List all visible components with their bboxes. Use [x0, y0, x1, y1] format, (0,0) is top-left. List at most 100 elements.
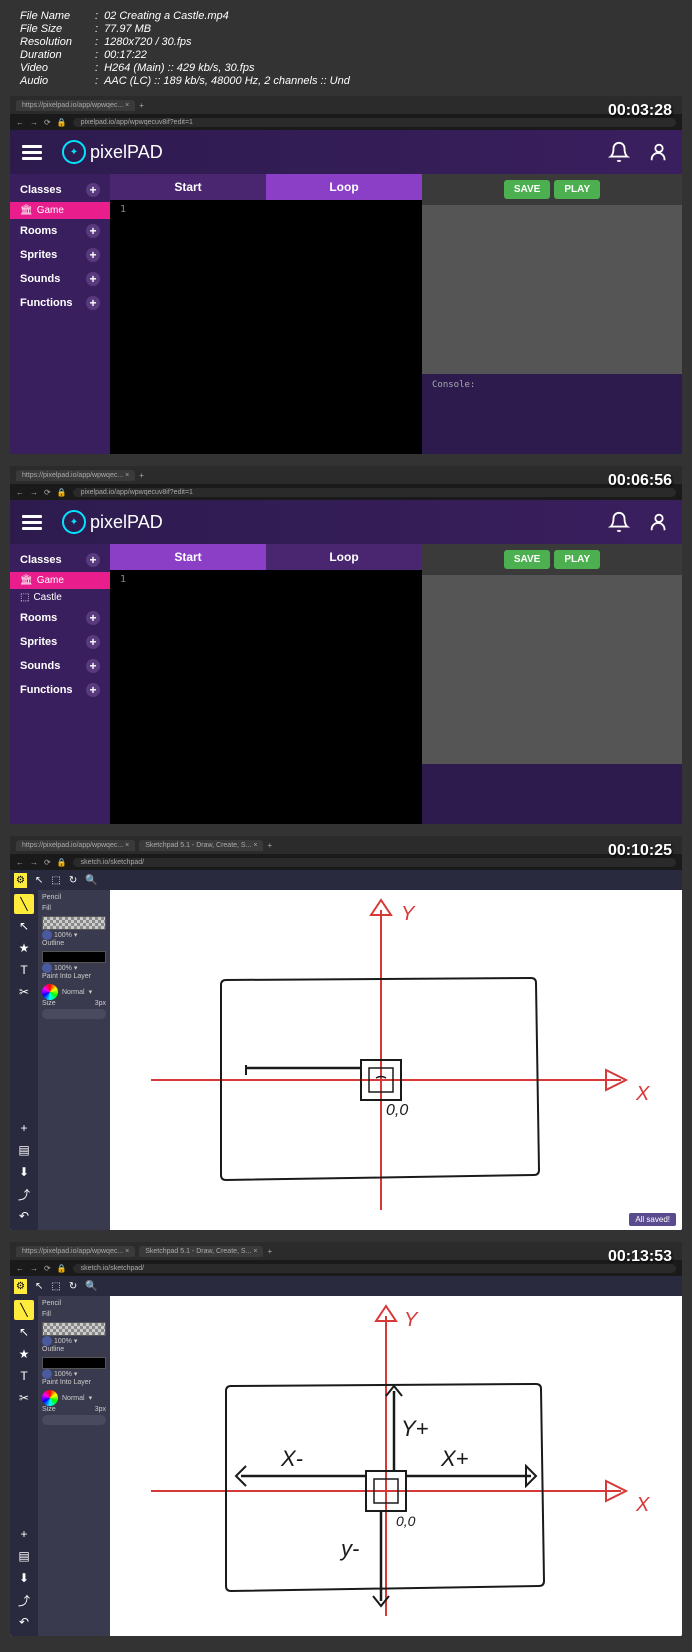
plus-icon[interactable]: + — [86, 683, 100, 697]
reload-icon[interactable]: ⟳ — [44, 118, 51, 127]
sidebar-item-functions[interactable]: Functions+ — [10, 291, 110, 315]
new-tab-icon[interactable]: + — [267, 841, 272, 850]
user-icon[interactable] — [648, 511, 670, 533]
plus-icon[interactable]: + — [86, 635, 100, 649]
sidebar-item-sounds[interactable]: Sounds+ — [10, 267, 110, 291]
fill-swatch[interactable] — [42, 916, 106, 930]
sidebar-item-classes[interactable]: Classes+ — [10, 548, 110, 572]
code-area[interactable]: 1 — [110, 570, 422, 824]
reload-icon[interactable]: ⟳ — [44, 488, 51, 497]
blend-mode[interactable]: Normal — [62, 1395, 85, 1402]
url-field[interactable]: pixelpad.io/app/wpwqecuv8if?edit=1 — [73, 118, 676, 127]
settings-icon[interactable]: ⚙ — [14, 873, 27, 888]
chevron-down-icon[interactable]: ▾ — [74, 931, 78, 939]
browser-tab[interactable]: Sketchpad 5.1 - Draw, Create, S... × — [139, 840, 263, 851]
plus-icon[interactable]: + — [86, 248, 100, 262]
plus-icon[interactable]: + — [86, 611, 100, 625]
forward-icon[interactable]: → — [30, 488, 38, 497]
reload-icon[interactable]: ⟳ — [44, 858, 51, 867]
colorwheel-icon[interactable] — [42, 984, 58, 1000]
sidebar-sub-game[interactable]: 🏛Game — [10, 202, 110, 219]
url-field[interactable]: pixelpad.io/app/wpwqecuv8if?edit=1 — [73, 488, 676, 497]
clip-tool-icon[interactable]: ✂ — [14, 982, 34, 1002]
forward-icon[interactable]: → — [30, 118, 38, 127]
back-icon[interactable]: ← — [16, 1264, 24, 1273]
rotate-icon[interactable]: ↻ — [69, 875, 77, 886]
outline-swatch[interactable] — [42, 951, 106, 963]
colorwheel-icon[interactable] — [42, 1390, 58, 1406]
bell-icon[interactable] — [608, 511, 630, 533]
size-slider[interactable] — [42, 1009, 106, 1019]
plus-icon[interactable]: + — [86, 296, 100, 310]
add-icon[interactable]: + — [14, 1524, 34, 1544]
zoom-icon[interactable]: 🔍 — [85, 1281, 97, 1292]
brush-tool-icon[interactable]: ╲ — [14, 894, 34, 914]
sidebar-item-sprites[interactable]: Sprites+ — [10, 630, 110, 654]
browser-tab[interactable]: https://pixelpad.io/app/wpwqec... × — [16, 1246, 135, 1257]
undo-icon[interactable]: ↶ — [14, 1612, 34, 1632]
chevron-down-icon[interactable]: ▾ — [74, 1337, 78, 1345]
tab-loop[interactable]: Loop — [266, 544, 422, 570]
forward-icon[interactable]: → — [30, 1264, 38, 1273]
forward-icon[interactable]: → — [30, 858, 38, 867]
tab-start[interactable]: Start — [110, 544, 266, 570]
sidebar-item-rooms[interactable]: Rooms+ — [10, 219, 110, 243]
text-tool-icon[interactable]: T — [14, 1366, 34, 1386]
back-icon[interactable]: ← — [16, 858, 24, 867]
sidebar-sub-castle[interactable]: ⬚Castle — [10, 589, 110, 606]
add-icon[interactable]: + — [14, 1118, 34, 1138]
clip-tool-icon[interactable]: ✂ — [14, 1388, 34, 1408]
plus-icon[interactable]: + — [86, 224, 100, 238]
drawing-canvas[interactable]: Y X X- X+ Y+ y- 0,0 — [110, 1296, 682, 1636]
layers-icon[interactable]: ▤ — [14, 1140, 34, 1160]
chevron-down-icon[interactable]: ▾ — [74, 1370, 78, 1378]
select-tool-icon[interactable]: ↖ — [14, 916, 34, 936]
share-icon[interactable]: ⤴ — [14, 1184, 34, 1204]
play-button[interactable]: PLAY — [554, 550, 600, 569]
settings-icon[interactable]: ⚙ — [14, 1279, 27, 1294]
save-button[interactable]: SAVE — [504, 550, 551, 569]
fill-swatch[interactable] — [42, 1322, 106, 1336]
plus-icon[interactable]: + — [86, 659, 100, 673]
hamburger-icon[interactable] — [22, 515, 42, 530]
drawing-canvas[interactable]: Y X 0,0 All saved! — [110, 890, 682, 1230]
cursor-icon[interactable]: ↖ — [35, 1281, 43, 1292]
user-icon[interactable] — [648, 141, 670, 163]
rotate-icon[interactable]: ↻ — [69, 1281, 77, 1292]
sidebar-item-rooms[interactable]: Rooms+ — [10, 606, 110, 630]
reload-icon[interactable]: ⟳ — [44, 1264, 51, 1273]
chevron-down-icon[interactable]: ▾ — [74, 964, 78, 972]
plus-icon[interactable]: + — [86, 553, 100, 567]
tab-loop[interactable]: Loop — [266, 174, 422, 200]
back-icon[interactable]: ← — [16, 488, 24, 497]
plus-icon[interactable]: + — [86, 183, 100, 197]
share-icon[interactable]: ⤴ — [14, 1590, 34, 1610]
browser-tab[interactable]: https://pixelpad.io/app/wpwqec... × — [16, 470, 135, 481]
sidebar-item-classes[interactable]: Classes+ — [10, 178, 110, 202]
size-slider[interactable] — [42, 1415, 106, 1425]
browser-tab[interactable]: https://pixelpad.io/app/wpwqec... × — [16, 100, 135, 111]
text-tool-icon[interactable]: T — [14, 960, 34, 980]
blend-mode[interactable]: Normal — [62, 989, 85, 996]
sidebar-item-sprites[interactable]: Sprites+ — [10, 243, 110, 267]
hamburger-icon[interactable] — [22, 145, 42, 160]
shape-tool-icon[interactable]: ★ — [14, 938, 34, 958]
new-tab-icon[interactable]: + — [139, 471, 144, 480]
sidebar-item-sounds[interactable]: Sounds+ — [10, 654, 110, 678]
chevron-down-icon[interactable]: ▾ — [89, 1394, 93, 1402]
undo-icon[interactable]: ↶ — [14, 1206, 34, 1226]
back-icon[interactable]: ← — [16, 118, 24, 127]
sidebar-sub-game[interactable]: 🏛Game — [10, 572, 110, 589]
export-icon[interactable]: ⬇ — [14, 1162, 34, 1182]
new-tab-icon[interactable]: + — [267, 1247, 272, 1256]
code-area[interactable]: 1 — [110, 200, 422, 454]
crop-icon[interactable]: ⬚ — [51, 875, 60, 886]
brush-tool-icon[interactable]: ╲ — [14, 1300, 34, 1320]
bell-icon[interactable] — [608, 141, 630, 163]
zoom-icon[interactable]: 🔍 — [85, 875, 97, 886]
cursor-icon[interactable]: ↖ — [35, 875, 43, 886]
select-tool-icon[interactable]: ↖ — [14, 1322, 34, 1342]
browser-tab[interactable]: https://pixelpad.io/app/wpwqec... × — [16, 840, 135, 851]
play-button[interactable]: PLAY — [554, 180, 600, 199]
new-tab-icon[interactable]: + — [139, 101, 144, 110]
